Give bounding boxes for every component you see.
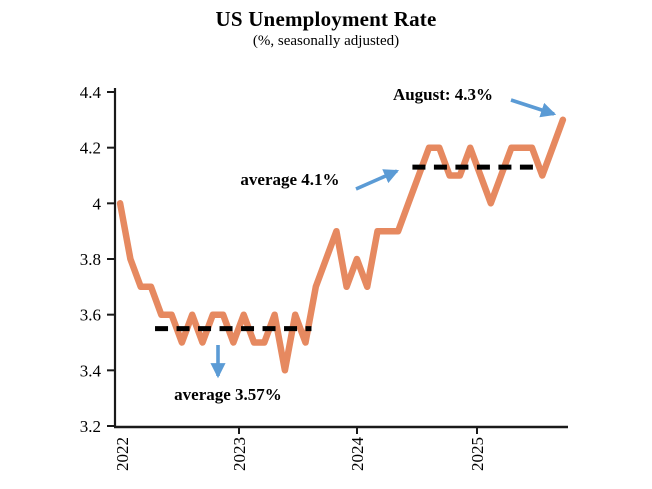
chart-subtitle: (%, seasonally adjusted) [252,33,400,49]
x-axis-year-label: 2022 [113,437,132,471]
average-high-arrow [355,169,400,191]
average-high-annotation: average 4.1% [240,170,340,189]
y-axis-tick-label: 3.2 [80,417,101,436]
chart-title: US Unemployment Rate [215,7,437,31]
y-axis-tick-label: 3.6 [80,306,101,325]
x-axis-year-label: 2023 [230,437,249,471]
august-arrow [510,98,557,118]
august-value-annotation: August: 4.3% [392,85,494,104]
average-low-annotation: average 3.57% [174,385,282,404]
y-axis-tick-label: 4.2 [80,139,101,158]
y-axis-tick-label: 4 [93,194,102,213]
unemployment-rate-line [116,116,567,374]
x-axis-year-label: 2024 [348,437,367,472]
y-axis-tick-label: 3.4 [80,361,102,380]
y-axis-tick-label: 3.8 [80,250,101,269]
x-axis-year-label: 2025 [468,437,487,471]
y-axis-tick-label: 4.4 [80,83,102,102]
